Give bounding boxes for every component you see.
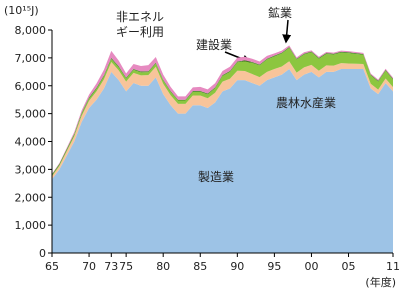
y-tick-label: 7,000 (15, 52, 47, 65)
x-tick-label: 00 (304, 260, 318, 273)
x-tick-label: 11 (386, 260, 400, 273)
y-tick-label: 0 (39, 247, 46, 260)
x-tick-label: 65 (45, 260, 59, 273)
y-tick-label: 4,000 (15, 136, 47, 149)
area (52, 45, 393, 175)
series-label: 非エネルギー利用 (116, 10, 165, 39)
x-tick-label: 80 (156, 260, 170, 273)
series-label: 農林水産業 (276, 96, 337, 110)
x-tick-label: 05 (342, 260, 356, 273)
y-axis-label: (10¹⁵J) (4, 4, 39, 17)
y-tick-label: 3,000 (15, 163, 47, 176)
arrow (282, 19, 292, 44)
series-label: 建設業 (196, 38, 233, 52)
y-tick-label: 8,000 (15, 24, 47, 37)
y-tick-label: 1,000 (15, 219, 47, 232)
x-tick-label: 85 (193, 260, 207, 273)
area (52, 47, 393, 177)
series-label: 鉱業 (268, 6, 293, 20)
series-label: 製造業 (198, 170, 235, 184)
x-tick-label: 90 (230, 260, 244, 273)
x-axis-label: (年度) (365, 275, 396, 289)
x-tick-label: 95 (267, 260, 281, 273)
y-tick-label: 6,000 (15, 80, 47, 93)
x-tick-label: 70 (82, 260, 96, 273)
x-tick-label: 75 (119, 260, 133, 273)
y-tick-label: 5,000 (15, 108, 47, 121)
area (52, 61, 393, 180)
y-tick-label: 2,000 (15, 191, 47, 204)
x-tick-label: 73 (104, 260, 118, 273)
area (52, 69, 393, 254)
